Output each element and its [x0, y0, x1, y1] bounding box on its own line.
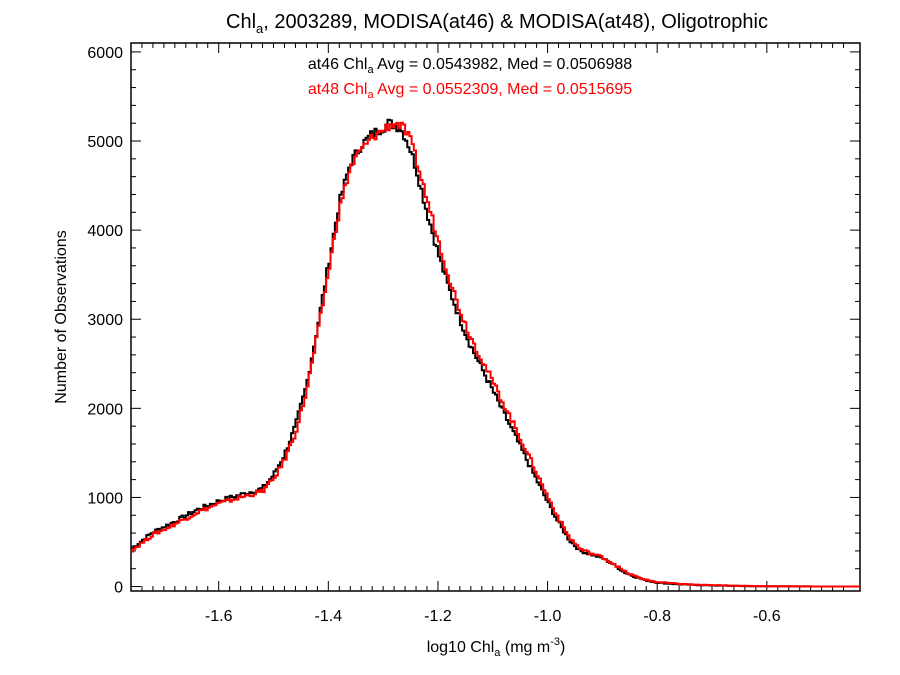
- y-tick-label: 0: [114, 580, 123, 597]
- x-tick-label: -1.4: [315, 608, 343, 625]
- series-line-2: [131, 121, 860, 588]
- annotations: at46 Chla Avg = 0.0543982, Med = 0.05069…: [308, 56, 632, 101]
- y-tick-label: 3000: [87, 312, 123, 329]
- series-line-1: [131, 118, 860, 588]
- x-tick-label: -1.0: [534, 608, 562, 625]
- y-tick-labels: 0 1000 2000 3000 4000 5000 6000: [87, 45, 123, 597]
- y-axis-label: Number of Observations: [53, 230, 70, 403]
- x-tick-label: -1.6: [205, 608, 233, 625]
- y-tick-label: 2000: [87, 401, 123, 418]
- x-tick-label: -0.8: [643, 608, 671, 625]
- y-tick-label: 1000: [87, 490, 123, 507]
- x-tick-label: -0.6: [753, 608, 781, 625]
- axis-ticks: [131, 43, 860, 591]
- series-lines: [131, 118, 860, 588]
- x-tick-label: -1.2: [424, 608, 452, 625]
- x-tick-labels: -1.6 -1.4 -1.2 -1.0 -0.8 -0.6: [205, 608, 781, 625]
- y-tick-label: 6000: [87, 45, 123, 62]
- stats-annotation-1: at46 Chla Avg = 0.0543982, Med = 0.05069…: [308, 56, 632, 76]
- x-axis-label: log10 Chla (mg m-3): [427, 636, 566, 659]
- chart-title: Chla, 2003289, MODISA(at46) & MODISA(at4…: [226, 11, 768, 36]
- y-tick-label: 5000: [87, 134, 123, 151]
- plot-frame: [130, 42, 861, 592]
- stats-annotation-2: at48 Chla Avg = 0.0552309, Med = 0.05156…: [308, 81, 632, 101]
- y-tick-label: 4000: [87, 223, 123, 240]
